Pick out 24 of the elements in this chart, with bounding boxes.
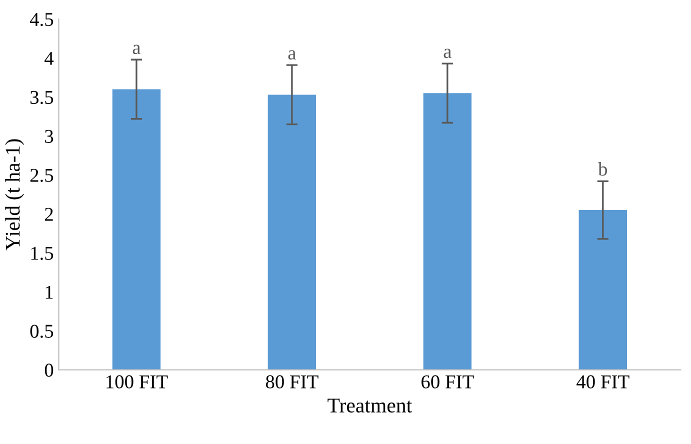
y-tick-label: 1.5 (31, 246, 54, 260)
bar (578, 210, 627, 370)
y-tick-label: 2 (45, 208, 53, 221)
x-tick-label: 80 FIT (266, 375, 318, 388)
annotation: a (444, 48, 452, 58)
bar (423, 93, 472, 370)
annotation: b (598, 162, 608, 176)
y-tick-label: 0 (44, 364, 54, 377)
x-tick-label: 60 FIT (422, 375, 474, 388)
x-axis-title: Treatment (328, 398, 412, 413)
y-tick-label: 2.5 (30, 168, 54, 182)
x-tick-label: 40 FIT (576, 375, 630, 388)
annotation: a (288, 50, 296, 60)
y-tick-label: 3.5 (30, 90, 54, 104)
y-tick-label: 3 (45, 130, 54, 143)
x-tick-label: 100 FIT (106, 375, 168, 388)
y-tick-label: 4 (44, 52, 54, 65)
y-tick-label: 1 (46, 286, 53, 299)
y-tick-label: 0.5 (30, 324, 54, 338)
y-axis-title: Yield (t ha-1) (5, 139, 24, 250)
bar (112, 89, 161, 370)
bar (268, 94, 316, 370)
annotation: a (132, 44, 141, 54)
y-tick-label: 4.5 (30, 13, 54, 26)
